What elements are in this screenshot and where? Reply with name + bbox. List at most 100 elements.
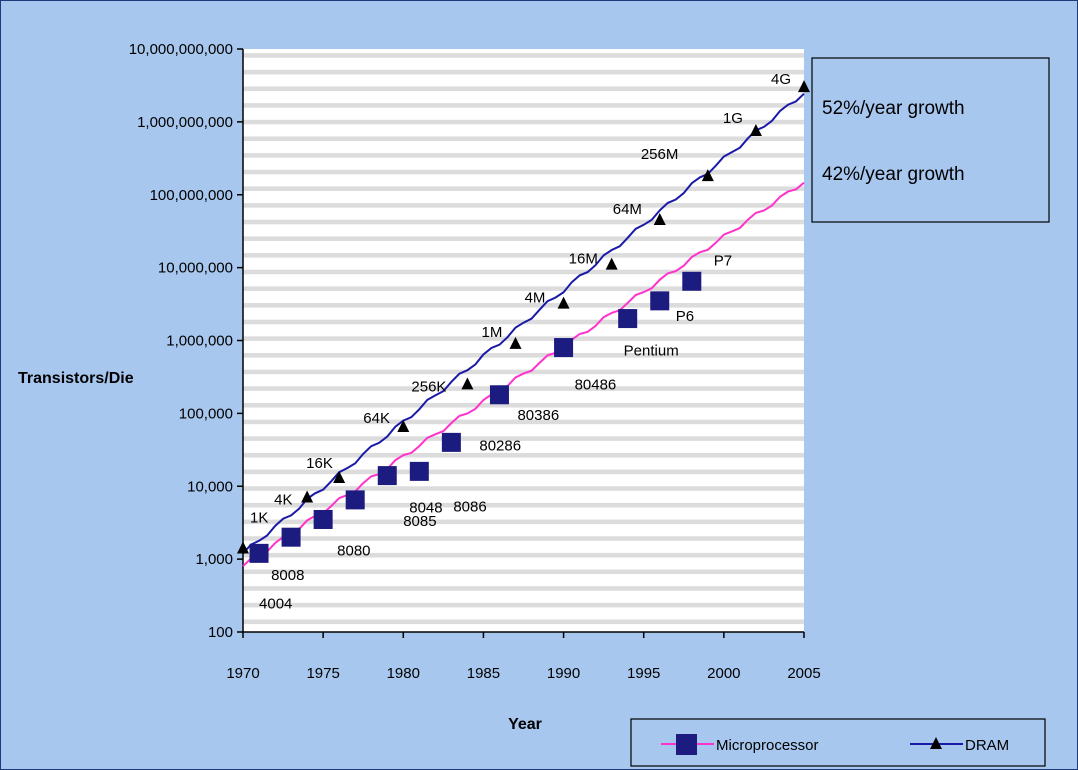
microprocessor-label: 80486 (575, 377, 617, 394)
microprocessor-label: 80386 (517, 407, 559, 424)
dram-label: 1M (481, 324, 502, 341)
grid-band (243, 369, 804, 375)
microprocessor-label: 8008 (271, 567, 304, 584)
dram-marker (701, 169, 714, 182)
grid-band (243, 119, 804, 125)
grid-band (243, 452, 804, 458)
y-tick-label: 10,000,000,000 (129, 41, 233, 58)
growth-note-box (811, 57, 1050, 223)
dram-label: 256K (411, 378, 446, 395)
microprocessor-marker (489, 385, 509, 405)
grid-band (243, 336, 804, 341)
grid-band (243, 203, 804, 208)
grid-band (243, 86, 804, 92)
grid-band (243, 586, 804, 591)
dram-label: 64K (363, 410, 390, 427)
growth-note-microprocessor: 42%/year growth (822, 164, 965, 185)
microprocessor-label: P7 (714, 252, 732, 269)
grid-band (243, 186, 804, 192)
grid-band (243, 136, 804, 142)
x-tick-label: 1970 (226, 665, 259, 682)
microprocessor-label: Pentium (624, 343, 679, 360)
grid-band (243, 619, 804, 625)
grid-band (243, 602, 804, 608)
microprocessor-label: 8085 (403, 513, 436, 530)
microprocessor-label: 8048 (409, 500, 442, 517)
grid-band (243, 519, 804, 525)
dram-marker (749, 123, 762, 136)
legend-box (630, 718, 1046, 767)
dram-label: 256M (641, 146, 679, 163)
dram-marker (237, 541, 249, 554)
microprocessor-marker (554, 338, 574, 358)
x-tick-label: 2005 (787, 665, 820, 682)
microprocessor-label: 80286 (479, 437, 521, 454)
microprocessor-label: 8086 (453, 498, 486, 515)
dram-marker (333, 470, 346, 483)
grid-band (243, 402, 804, 408)
grid-band (243, 69, 804, 75)
y-tick-label: 10,000 (187, 478, 233, 495)
grid-band (243, 386, 804, 391)
microprocessor-marker (618, 309, 638, 329)
microprocessor-marker (377, 466, 397, 486)
grid-band (243, 286, 804, 291)
y-tick-label: 1,000,000 (166, 333, 233, 350)
microprocessor-marker (345, 490, 365, 510)
y-tick-label: 100,000,000 (150, 187, 233, 204)
grid-band (243, 169, 804, 175)
x-tick-label: 1990 (547, 665, 580, 682)
microprocessor-label: P6 (676, 308, 694, 325)
microprocessor-marker (650, 291, 670, 311)
dram-marker (798, 80, 810, 93)
grid-band (243, 103, 804, 108)
microprocessor-label: 4004 (259, 595, 292, 612)
dram-trend-line (242, 92, 805, 555)
dram-marker (397, 420, 410, 433)
dram-label: 4M (525, 290, 546, 307)
grid-band (243, 219, 804, 225)
y-tick-label: 1,000,000,000 (137, 114, 233, 131)
dram-marker (461, 377, 474, 390)
growth-note-dram: 52%/year growth (822, 98, 965, 119)
y-axis-title: Transistors/Die (18, 370, 134, 387)
dram-label: 1K (250, 509, 268, 526)
grid-band (243, 502, 804, 508)
microprocessor-marker (313, 509, 333, 529)
legend-dram-label: DRAM (965, 737, 1009, 754)
dram-label: 4K (274, 492, 292, 509)
grid-band (243, 153, 804, 158)
grid-band (243, 419, 804, 425)
x-axis-title: Year (508, 716, 542, 733)
grid-band (243, 236, 804, 241)
grid-band (243, 436, 804, 441)
microprocessor-marker (249, 543, 269, 563)
grid-band (243, 53, 804, 58)
dram-marker (653, 213, 666, 226)
dram-label: 64M (613, 201, 642, 218)
legend-microprocessor-marker (676, 734, 697, 755)
x-tick-label: 1975 (306, 665, 339, 682)
grid-band (243, 352, 804, 358)
grid-band (243, 253, 804, 258)
dram-label: 16M (569, 251, 598, 268)
y-tick-label: 100,000 (179, 405, 233, 422)
grid-band (243, 536, 804, 541)
dram-label: 16K (306, 455, 333, 472)
grid-band (243, 569, 804, 575)
x-tick-label: 2000 (707, 665, 740, 682)
microprocessor-marker (441, 432, 461, 452)
y-tick-label: 10,000,000 (158, 260, 233, 277)
microprocessor-trend-line (242, 181, 805, 567)
dram-marker (301, 490, 314, 503)
microprocessor-marker (409, 461, 429, 481)
dram-marker (509, 336, 522, 349)
grid-band (243, 269, 804, 275)
dram-marker (557, 296, 570, 309)
microprocessor-label: 8080 (337, 542, 370, 559)
dram-label: 1G (723, 110, 743, 127)
x-tick-label: 1995 (627, 665, 660, 682)
y-tick-label: 100 (208, 624, 233, 641)
x-tick-label: 1980 (387, 665, 420, 682)
